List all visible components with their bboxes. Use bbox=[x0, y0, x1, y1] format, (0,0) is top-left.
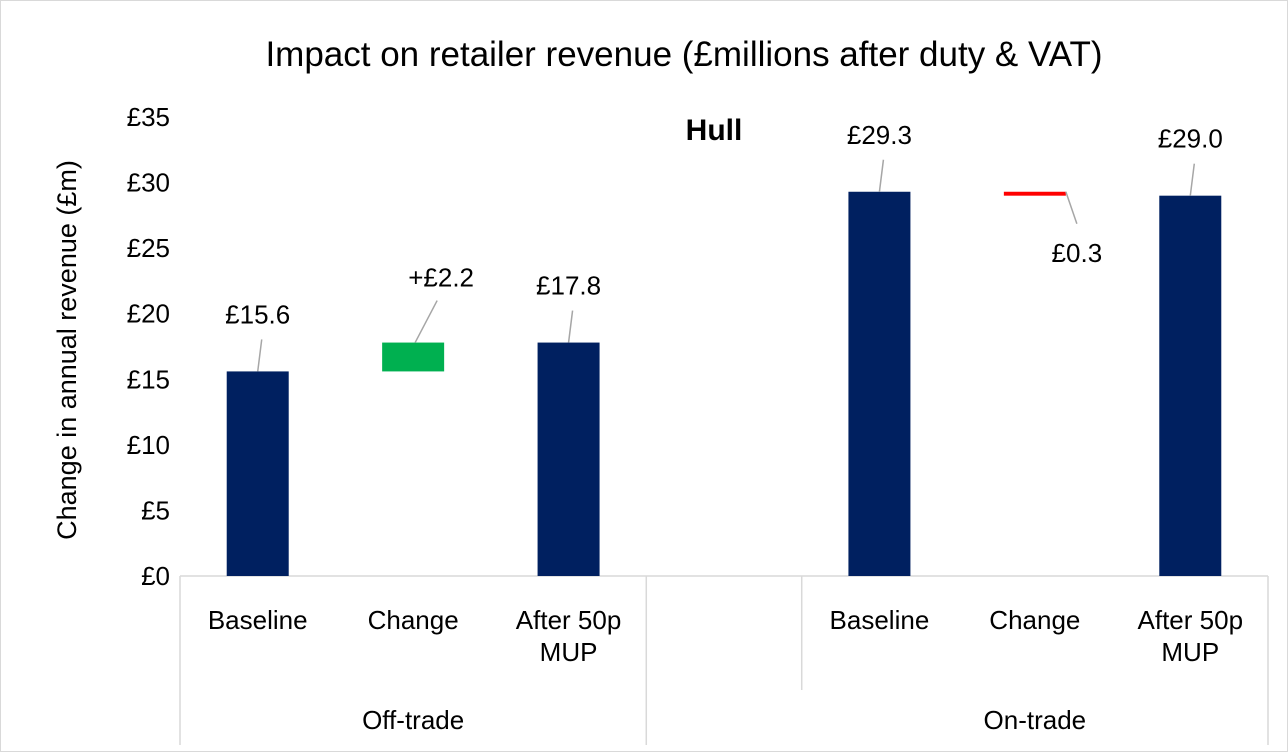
chart-subtitle: Hull bbox=[686, 114, 743, 147]
bar bbox=[382, 342, 445, 372]
leader-line bbox=[414, 300, 438, 343]
leader-line bbox=[256, 339, 263, 372]
group-label: Off-trade bbox=[362, 705, 465, 735]
leader-line bbox=[567, 310, 574, 343]
x-tick-label: Change bbox=[367, 605, 459, 635]
x-tick-label: After 50p MUP bbox=[1137, 605, 1244, 667]
y-tick-label: £15 bbox=[127, 364, 170, 394]
bar bbox=[1159, 195, 1222, 576]
leader-line bbox=[1189, 163, 1196, 196]
chart-title: Impact on retailer revenue (£millions af… bbox=[265, 35, 1102, 74]
bar bbox=[1003, 191, 1066, 196]
leader-line bbox=[1065, 191, 1078, 224]
data-label: £29.0 bbox=[1158, 124, 1223, 154]
y-tick-label: £10 bbox=[127, 430, 170, 460]
leader-line bbox=[878, 159, 885, 192]
y-tick-label: £30 bbox=[127, 168, 170, 198]
y-axis-label: Change in annual revenue (£m) bbox=[52, 160, 82, 540]
y-tick-label: £25 bbox=[127, 233, 170, 263]
y-tick-label: £5 bbox=[141, 495, 170, 525]
data-label: £15.6 bbox=[225, 299, 290, 329]
y-tick-label: £20 bbox=[127, 299, 170, 329]
bar bbox=[537, 342, 600, 576]
x-tick-label: Baseline bbox=[207, 605, 308, 635]
y-tick-label: £0 bbox=[141, 561, 170, 591]
data-label: +£2.2 bbox=[408, 263, 474, 293]
x-tick-label: Change bbox=[989, 605, 1081, 635]
x-tick-label: Baseline bbox=[829, 605, 930, 635]
data-label: £17.8 bbox=[536, 271, 601, 301]
data-label: £29.3 bbox=[847, 120, 912, 150]
x-tick-label: After 50p MUP bbox=[515, 605, 622, 667]
bar bbox=[848, 191, 911, 576]
data-label: £0.3 bbox=[1052, 238, 1103, 268]
bar bbox=[226, 371, 289, 576]
group-label: On-trade bbox=[983, 705, 1087, 735]
y-tick-label: £35 bbox=[127, 102, 170, 132]
